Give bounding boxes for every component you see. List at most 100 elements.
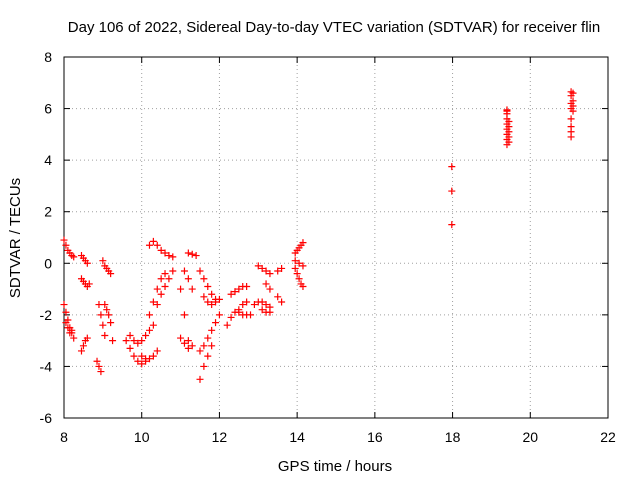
data-point: [180, 267, 188, 275]
y-tick-label: 8: [44, 49, 52, 65]
data-point: [204, 298, 212, 306]
data-point: [448, 163, 456, 171]
data-point: [157, 246, 165, 254]
y-tick-label: -2: [40, 307, 53, 323]
data-point: [103, 306, 111, 314]
data-point: [258, 306, 266, 314]
data-point: [204, 282, 212, 290]
data-point: [149, 298, 157, 306]
data-point: [299, 282, 307, 290]
data-point: [180, 311, 188, 319]
data-point: [299, 239, 307, 247]
data-point: [208, 342, 216, 350]
x-tick-label: 14: [289, 429, 305, 445]
data-point: [503, 106, 511, 114]
data-point: [239, 301, 247, 309]
data-point: [149, 237, 157, 245]
data-point: [569, 89, 577, 97]
data-point: [215, 295, 223, 303]
data-point: [235, 308, 243, 316]
series-c3: [99, 257, 115, 278]
data-point: [130, 352, 138, 360]
data-point: [107, 319, 115, 327]
data-point: [184, 275, 192, 283]
x-tick-label: 8: [60, 429, 68, 445]
y-tick-label: -4: [40, 358, 53, 374]
data-point: [266, 285, 274, 293]
data-point: [161, 282, 169, 290]
data-point: [97, 368, 105, 376]
data-point: [188, 285, 196, 293]
data-point: [196, 267, 204, 275]
data-point: [184, 344, 192, 352]
data-point: [60, 301, 68, 309]
data-point: [208, 290, 216, 298]
data-point: [153, 241, 161, 249]
data-point: [196, 347, 204, 355]
data-point: [215, 311, 223, 319]
series-i2: [254, 262, 274, 278]
data-point: [177, 285, 185, 293]
series-c4: [101, 301, 117, 345]
x-axis-label: GPS time / hours: [278, 458, 392, 475]
data-point: [134, 357, 142, 365]
data-point: [97, 311, 105, 319]
data-point: [149, 321, 157, 329]
series-a1: [60, 236, 78, 261]
data-point: [64, 324, 72, 332]
data-point: [142, 331, 150, 339]
series-d1: [122, 337, 150, 368]
data-point: [157, 275, 165, 283]
series-e1: [145, 237, 177, 261]
data-point: [70, 253, 78, 261]
y-tick-label: 6: [44, 101, 52, 117]
data-point: [169, 253, 177, 261]
data-point: [153, 347, 161, 355]
series-j1: [274, 264, 286, 275]
series-i3: [258, 306, 274, 316]
data-point: [227, 313, 235, 321]
series-k3: [291, 257, 307, 270]
series-f4: [177, 334, 196, 352]
data-point: [223, 321, 231, 329]
data-point: [180, 339, 188, 347]
data-point: [62, 319, 70, 327]
data-point: [188, 342, 196, 350]
y-tick-label: 2: [44, 204, 52, 220]
data-point: [85, 280, 93, 288]
data-point: [262, 267, 270, 275]
data-point: [258, 298, 266, 306]
data-point: [83, 334, 91, 342]
x-axis: 8 10 12 14 16 18 20 22: [60, 57, 616, 445]
data-point: [177, 334, 185, 342]
data-point: [254, 262, 262, 270]
grid: [64, 57, 608, 418]
data-point: [567, 115, 575, 123]
data-point: [448, 187, 456, 195]
data-point: [138, 360, 146, 368]
data-point: [101, 301, 109, 309]
data-point: [243, 282, 251, 290]
series-d2: [126, 321, 157, 347]
data-point: [138, 352, 146, 360]
data-point: [262, 280, 270, 288]
series-f2: [180, 267, 196, 293]
data-point: [153, 301, 161, 309]
data-point: [258, 264, 266, 272]
series-g2: [196, 267, 220, 303]
data-point: [291, 257, 299, 265]
data-point: [165, 275, 173, 283]
data-point: [278, 298, 286, 306]
series-m2: [505, 117, 513, 146]
series-k1: [291, 239, 307, 257]
chart-title: Day 106 of 2022, Sidereal Day-to-day VTE…: [68, 19, 600, 36]
data-point: [200, 342, 208, 350]
data-point: [192, 252, 200, 260]
data-point: [145, 326, 153, 334]
data-point: [266, 308, 274, 316]
data-point: [101, 331, 109, 339]
y-tick-label: 0: [44, 255, 52, 271]
data-point: [145, 311, 153, 319]
data-point: [107, 270, 115, 278]
series-b2: [77, 275, 93, 290]
